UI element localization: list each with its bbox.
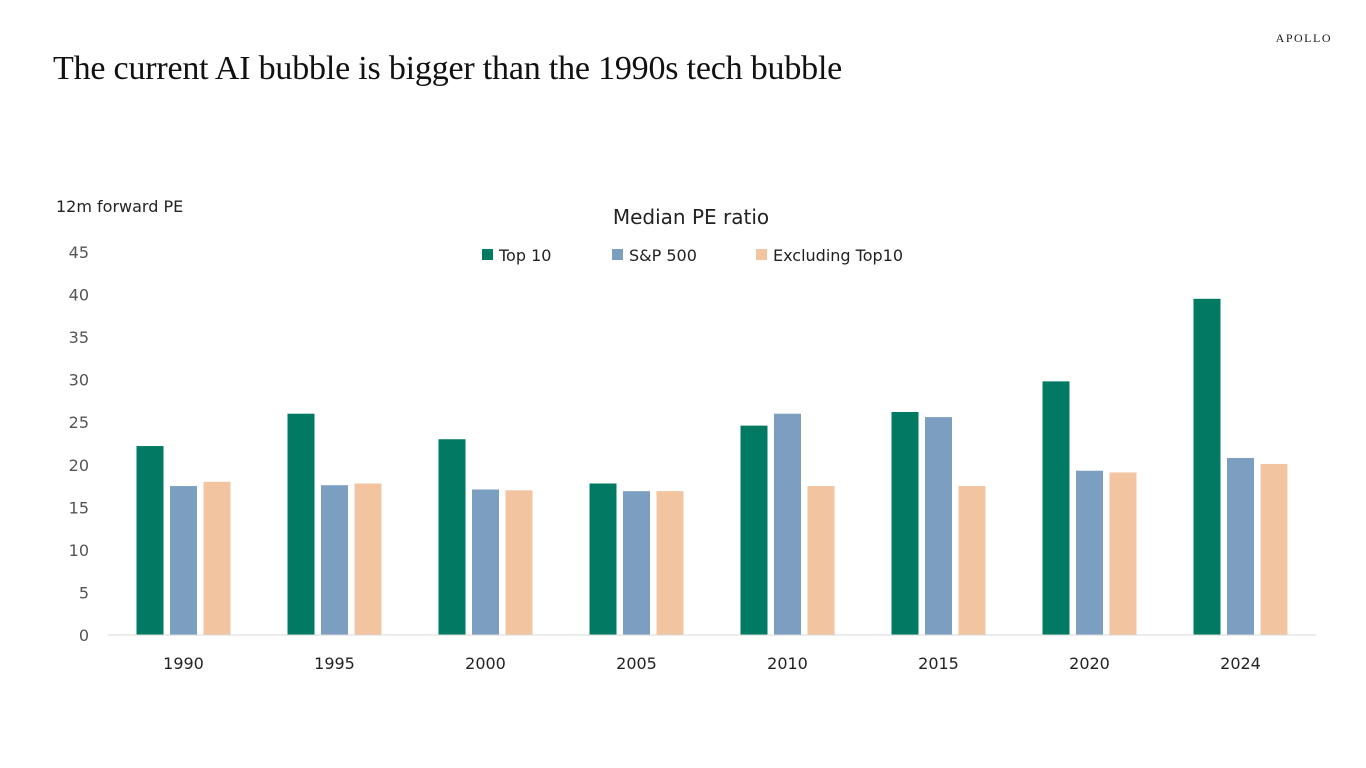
bar-s-p-500-2020 xyxy=(1076,470,1103,635)
legend-label: Top 10 xyxy=(498,246,551,265)
y-axis-label: 12m forward PE xyxy=(56,197,183,216)
chart-title: Median PE ratio xyxy=(613,205,769,229)
bar-s-p-500-2015 xyxy=(925,417,952,635)
y-tick-label: 10 xyxy=(69,541,89,560)
x-tick-label: 2005 xyxy=(616,654,657,673)
bar-top-10-2000 xyxy=(438,439,466,635)
bar-excluding-top10-2015 xyxy=(958,486,986,635)
bar-excluding-top10-2020 xyxy=(1109,472,1137,635)
bar-s-p-500-1995 xyxy=(321,485,348,635)
x-tick-label: 2020 xyxy=(1069,654,1110,673)
bar-top-10-1990 xyxy=(136,446,164,635)
x-tick-label: 1995 xyxy=(314,654,355,673)
y-axis: 0 5 10 15 20 25 30 35 40 45 xyxy=(69,243,89,645)
y-tick-label: 15 xyxy=(69,498,89,517)
x-tick-label: 2010 xyxy=(767,654,808,673)
bar-s-p-500-2005 xyxy=(623,491,650,635)
bars xyxy=(136,298,1288,635)
bar-s-p-500-2024 xyxy=(1227,457,1254,635)
y-tick-label: 5 xyxy=(79,583,89,602)
x-tick-label: 2024 xyxy=(1220,654,1261,673)
legend-swatch xyxy=(612,249,623,260)
bar-s-p-500-1990 xyxy=(170,486,197,635)
chart-legend: Top 10 S&P 500 Excluding Top10 xyxy=(482,246,903,265)
x-tick-label: 1990 xyxy=(163,654,204,673)
bar-top-10-2015 xyxy=(891,412,919,635)
x-tick-label: 2015 xyxy=(918,654,959,673)
brand-logo-text: APOLLO xyxy=(1275,31,1332,45)
bar-excluding-top10-1990 xyxy=(203,481,231,635)
y-tick-label: 30 xyxy=(69,371,89,390)
bar-s-p-500-2000 xyxy=(472,489,499,635)
bar-excluding-top10-2024 xyxy=(1260,463,1288,635)
y-tick-label: 0 xyxy=(79,626,89,645)
bar-top-10-2024 xyxy=(1193,298,1221,635)
y-tick-label: 40 xyxy=(69,286,89,305)
legend-swatch xyxy=(756,249,767,260)
legend-label: S&P 500 xyxy=(629,246,697,265)
x-tick-label: 2000 xyxy=(465,654,506,673)
legend-swatch xyxy=(482,249,493,260)
y-tick-label: 45 xyxy=(69,243,89,262)
bar-excluding-top10-2010 xyxy=(807,486,835,635)
x-axis: 1990 1995 2000 2005 2010 2015 2020 2024 xyxy=(163,654,1261,673)
bar-top-10-2010 xyxy=(740,425,768,635)
bar-top-10-1995 xyxy=(287,413,315,635)
bar-excluding-top10-1995 xyxy=(354,483,382,635)
y-tick-label: 20 xyxy=(69,456,89,475)
bar-excluding-top10-2000 xyxy=(505,490,533,635)
legend-label: Excluding Top10 xyxy=(773,246,903,265)
bar-top-10-2005 xyxy=(589,483,617,635)
page-title: The current AI bubble is bigger than the… xyxy=(53,50,843,87)
y-tick-label: 25 xyxy=(69,413,89,432)
bar-s-p-500-2010 xyxy=(774,413,801,635)
y-tick-label: 35 xyxy=(69,328,89,347)
bar-top-10-2020 xyxy=(1042,381,1070,635)
bar-excluding-top10-2005 xyxy=(656,491,684,635)
